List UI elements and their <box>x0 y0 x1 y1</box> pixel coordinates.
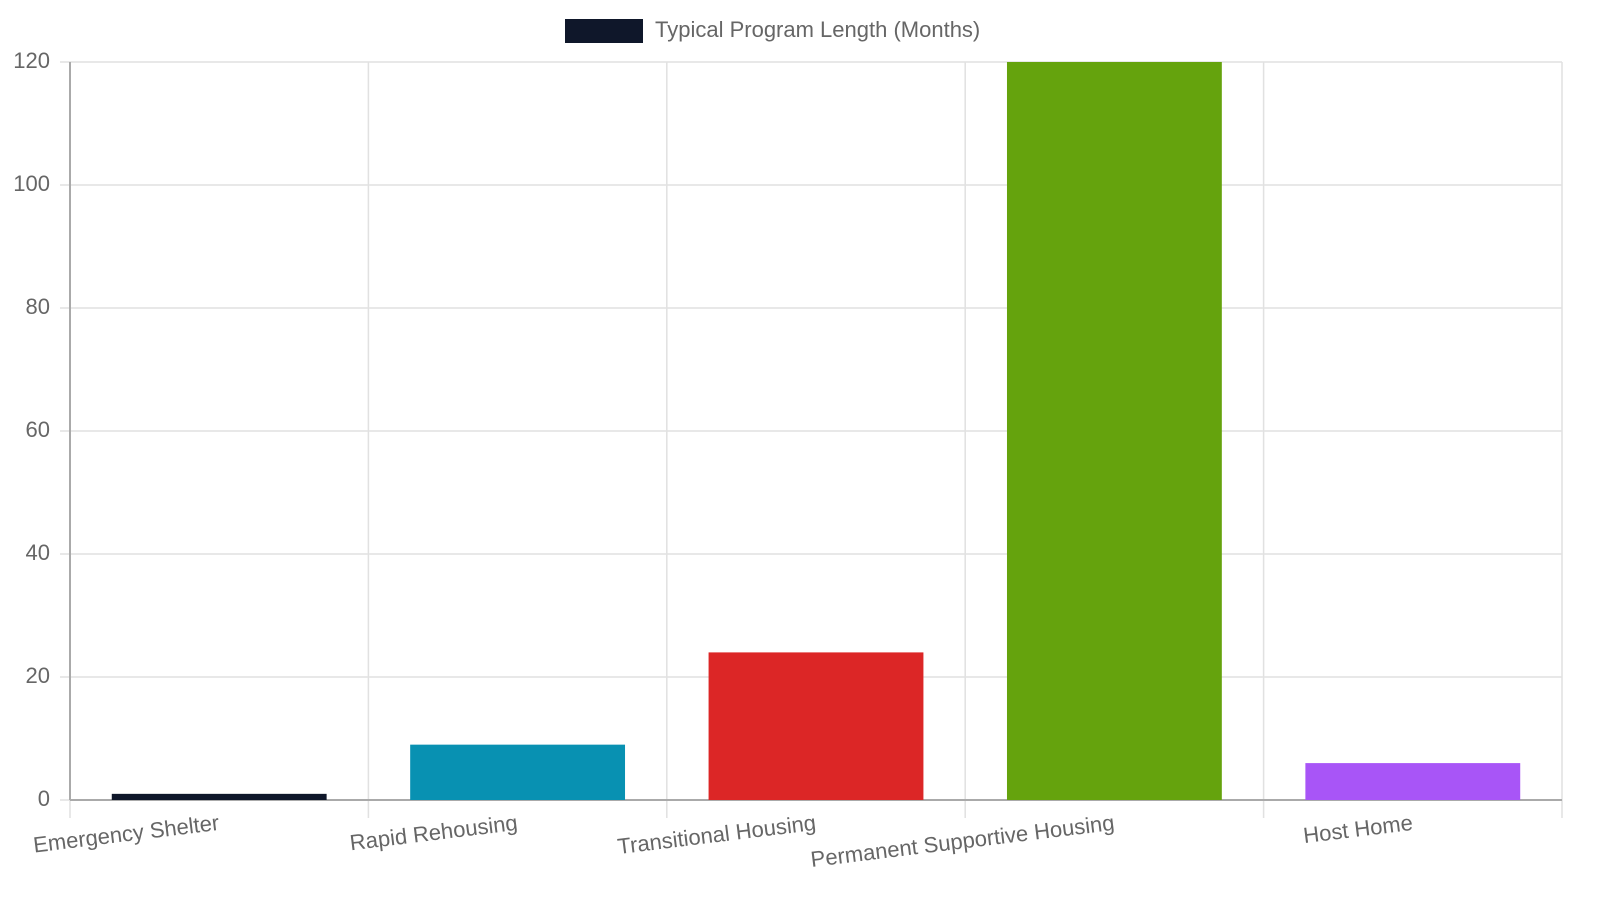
bar <box>410 744 626 800</box>
legend-swatch <box>565 19 643 43</box>
x-tick-label: Rapid Rehousing <box>348 810 519 855</box>
bar <box>1305 763 1521 800</box>
y-tick-label: 20 <box>26 663 50 688</box>
x-tick-label: Permanent Supportive Housing <box>809 810 1116 872</box>
legend-label: Typical Program Length (Months) <box>655 17 980 42</box>
x-tick-label: Host Home <box>1302 810 1414 848</box>
y-tick-label: 120 <box>13 48 50 73</box>
y-tick-label: 40 <box>26 540 50 565</box>
y-tick-label: 100 <box>13 171 50 196</box>
y-tick-label: 60 <box>26 417 50 442</box>
y-tick-label: 80 <box>26 294 50 319</box>
bar <box>1006 62 1222 800</box>
bar <box>708 652 924 800</box>
x-tick-label: Emergency Shelter <box>32 810 221 858</box>
y-tick-label: 0 <box>38 786 50 811</box>
bar <box>111 793 327 800</box>
x-tick-label: Transitional Housing <box>616 810 817 859</box>
